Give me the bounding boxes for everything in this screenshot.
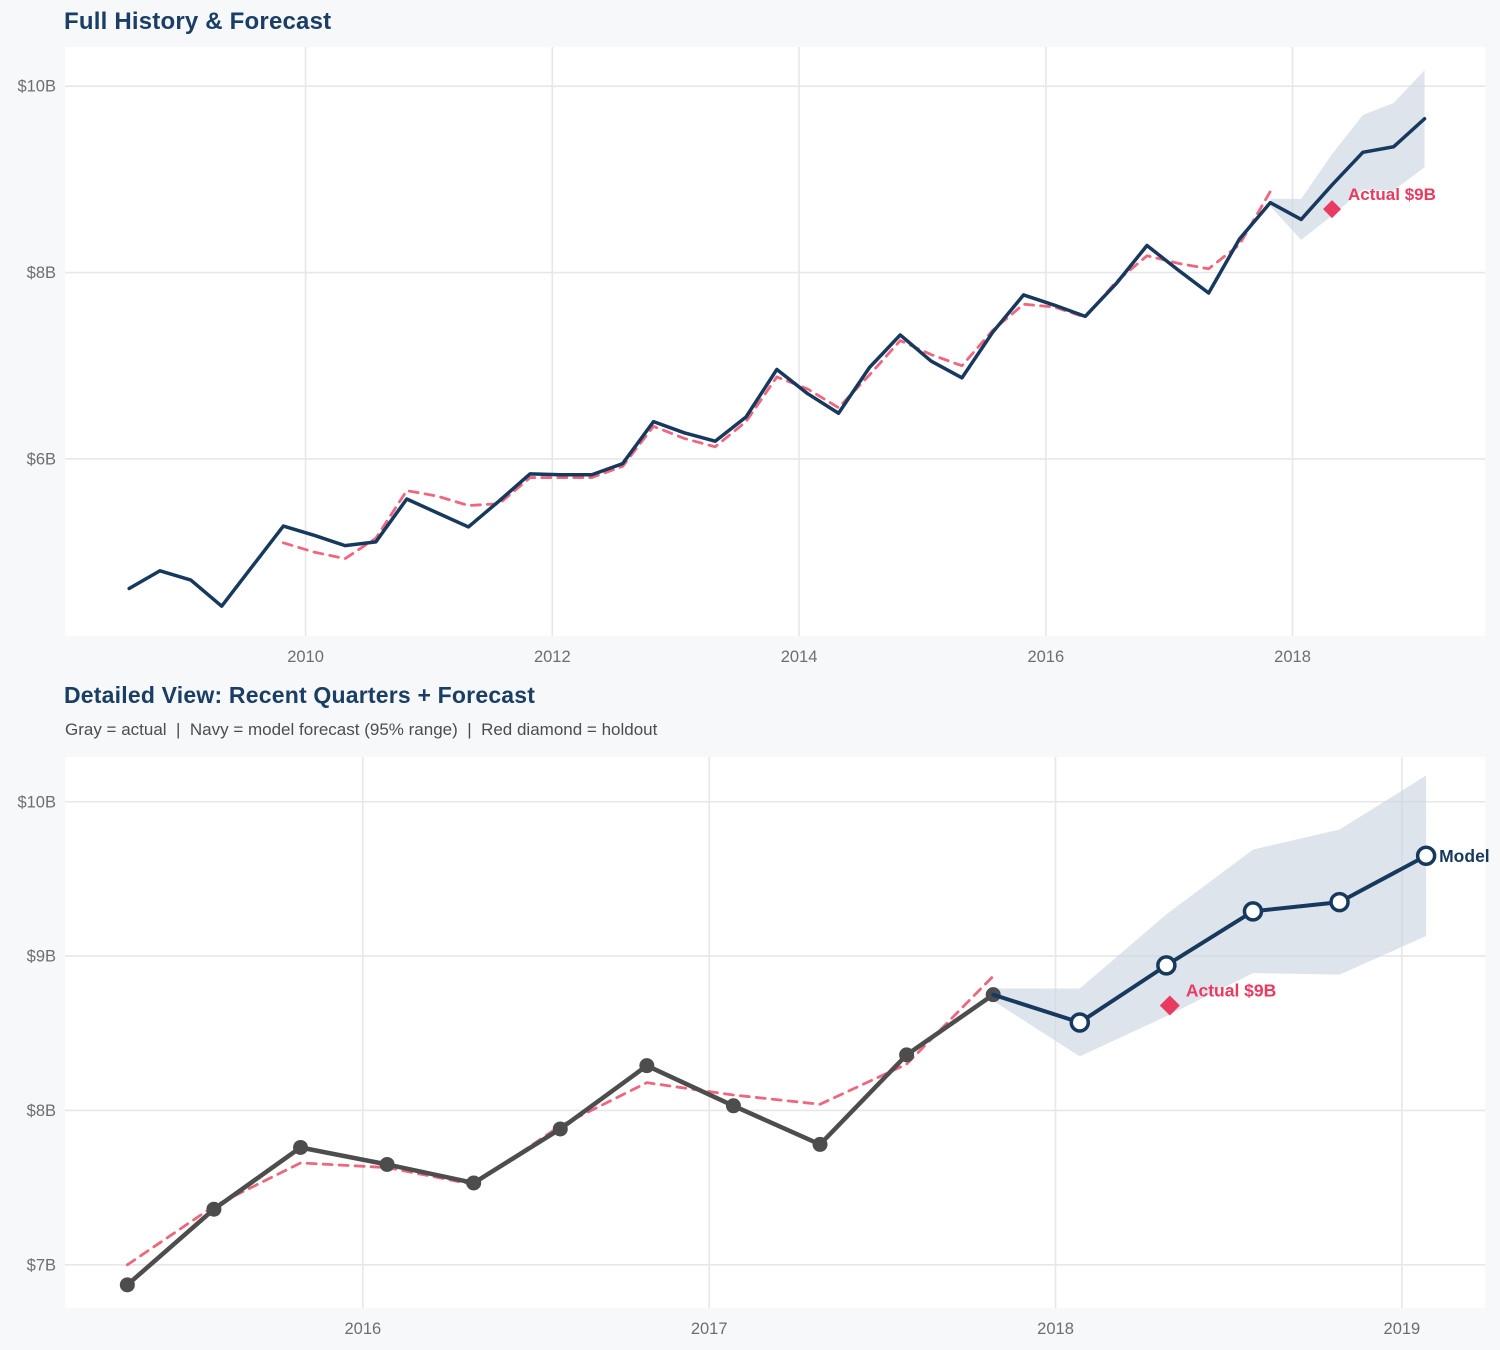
detailed-view-chart: 2016 2017 2018 2019 $10B $9B $8B $7B Actual $9B M… [17,757,1490,1338]
forecast-point-marker [1069,1012,1091,1033]
series-history [127,117,1427,608]
actual-point-marker [293,1139,309,1155]
actual-point-marker [466,1175,482,1191]
x-tick-label: 2012 [534,648,571,666]
series-forecast [991,853,1429,1025]
y-tick-label: $10B [17,78,56,96]
y-axis-labels: $10B $8B $6B [17,78,56,469]
y-tick-label: $7B [27,1256,56,1274]
x-tick-label: 2010 [287,648,324,666]
actual-point-marker [206,1201,222,1217]
x-tick-label: 2017 [691,1320,728,1338]
plot-area [65,757,1485,1308]
x-tick-label: 2014 [781,648,818,666]
y-tick-label: $8B [27,1102,56,1120]
x-tick-label: 2016 [1027,648,1064,666]
y-tick-label: $10B [17,793,56,811]
chart1-title: Full History & Forecast [64,8,332,35]
holdout-label: Actual $9B [1348,185,1436,204]
full-history-chart: 2010 2012 2014 2016 2018 $10B $8B $6B Actual $9B [17,47,1485,666]
actual-point-marker [552,1121,568,1137]
actual-point-marker [639,1058,655,1074]
forecast-point-marker [1156,955,1177,976]
y-axis-labels: $10B $9B $8B $7B [17,793,56,1274]
plot-area [65,47,1485,636]
series-fitted [281,190,1272,561]
model-label: Model [1439,846,1490,866]
chart2-legend-subtitle: Gray = actual | Navy = model forecast (9… [65,720,658,739]
x-axis-labels: 2010 2012 2014 2016 2018 [287,648,1311,666]
actual-point-marker [812,1136,828,1152]
forecast-point-marker [1329,891,1350,913]
actual-point-marker [725,1098,741,1114]
y-tick-label: $6B [27,450,56,468]
actual-point-marker [119,1277,135,1293]
actual-point-marker [379,1156,395,1172]
forecast-band [1270,70,1425,240]
x-tick-label: 2019 [1384,1320,1421,1338]
holdout-label: Actual $9B [1186,980,1276,1000]
chart2-title: Detailed View: Recent Quarters + Forecas… [64,682,536,708]
actual-point-marker [899,1047,915,1063]
y-tick-label: $8B [27,264,56,282]
forecast-point-marker [1242,901,1264,922]
x-tick-label: 2018 [1274,648,1311,666]
holdout-diamond-icon [1323,200,1342,219]
x-tick-label: 2016 [344,1320,381,1338]
y-tick-label: $9B [27,948,56,966]
x-tick-label: 2018 [1037,1320,1074,1338]
x-axis-labels: 2016 2017 2018 2019 [344,1320,1420,1338]
gridlines [65,47,1485,636]
forecast-band [993,775,1427,1057]
forecast-point-marker [1415,845,1437,867]
